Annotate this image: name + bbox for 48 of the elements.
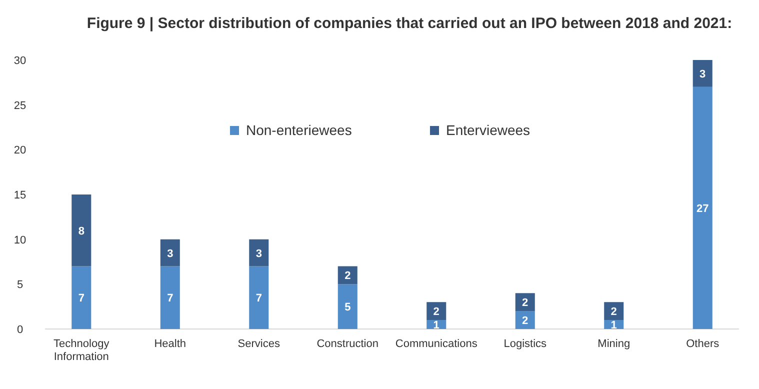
x-tick-label: Others — [686, 338, 720, 350]
bar — [72, 194, 92, 266]
y-tick-label: 0 — [16, 324, 24, 336]
data-label: 3 — [167, 248, 174, 260]
legend-label: Enterviewees — [446, 122, 530, 138]
data-label: 3 — [256, 248, 262, 260]
x-tick-label: Logistics — [504, 338, 548, 350]
data-label: 2 — [344, 270, 351, 282]
chart-title: Figure 9 | Sector distribution of companies that carried out an IPO between 2018 and 2021: — [86, 15, 732, 32]
legend-label: Non-enteriewees — [246, 122, 352, 138]
data-label: 2 — [433, 306, 440, 318]
y-tick-label: 30 — [14, 55, 26, 67]
bar — [72, 266, 92, 329]
data-label: 7 — [167, 292, 174, 305]
bar — [515, 311, 535, 329]
y-tick-label: 15 — [14, 190, 26, 202]
x-tick-label: Technology Information — [54, 338, 110, 363]
y-tick-label: 25 — [14, 100, 26, 112]
x-tick-label: Health — [154, 338, 186, 350]
data-label: 2 — [610, 306, 617, 318]
bar — [160, 266, 180, 329]
bar — [160, 239, 180, 266]
bar — [604, 302, 624, 320]
bar — [338, 284, 358, 329]
bar — [249, 266, 269, 329]
data-label: 7 — [256, 292, 262, 305]
data-label: 2 — [522, 315, 528, 328]
data-label: 1 — [433, 320, 440, 332]
bar — [426, 302, 446, 320]
data-label: 27 — [696, 202, 709, 215]
bar — [338, 266, 358, 284]
y-tick-label: 5 — [16, 279, 24, 292]
bar — [692, 60, 712, 87]
x-tick-label: Services — [238, 338, 280, 350]
x-tick-label: Communications — [395, 338, 478, 350]
data-label: 7 — [78, 292, 84, 305]
data-label: 5 — [344, 302, 351, 314]
bar — [249, 239, 269, 266]
data-label: 1 — [610, 320, 617, 332]
data-label: 3 — [700, 68, 706, 80]
x-tick-label: Mining — [598, 338, 630, 350]
data-label: 2 — [522, 297, 528, 310]
x-tick-label: Construction — [316, 338, 379, 350]
y-tick-label: 10 — [14, 234, 26, 246]
data-label: 8 — [78, 225, 84, 238]
y-tick-label: 20 — [14, 144, 26, 157]
bar — [515, 293, 535, 312]
bar — [692, 86, 712, 329]
